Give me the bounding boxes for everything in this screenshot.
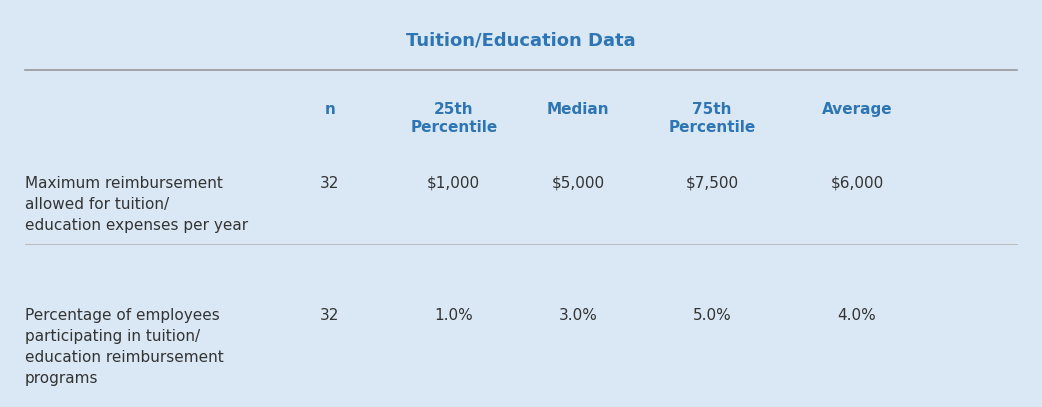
Text: 32: 32: [320, 175, 340, 190]
Text: 25th
Percentile: 25th Percentile: [411, 102, 497, 135]
Text: 32: 32: [320, 308, 340, 323]
Text: Average: Average: [822, 102, 892, 116]
Text: $5,000: $5,000: [551, 175, 604, 190]
Text: 75th
Percentile: 75th Percentile: [669, 102, 755, 135]
Text: Percentage of employees
participating in tuition/
education reimbursement
progra: Percentage of employees participating in…: [25, 308, 224, 386]
Text: $7,500: $7,500: [686, 175, 739, 190]
Text: Maximum reimbursement
allowed for tuition/
education expenses per year: Maximum reimbursement allowed for tuitio…: [25, 175, 248, 232]
Text: 3.0%: 3.0%: [559, 308, 597, 323]
Text: $1,000: $1,000: [427, 175, 480, 190]
Text: $6,000: $6,000: [830, 175, 884, 190]
Text: n: n: [324, 102, 336, 116]
Text: Tuition/Education Data: Tuition/Education Data: [406, 31, 636, 49]
Text: Median: Median: [547, 102, 610, 116]
Text: 1.0%: 1.0%: [435, 308, 473, 323]
Text: 4.0%: 4.0%: [838, 308, 876, 323]
Text: 5.0%: 5.0%: [693, 308, 731, 323]
